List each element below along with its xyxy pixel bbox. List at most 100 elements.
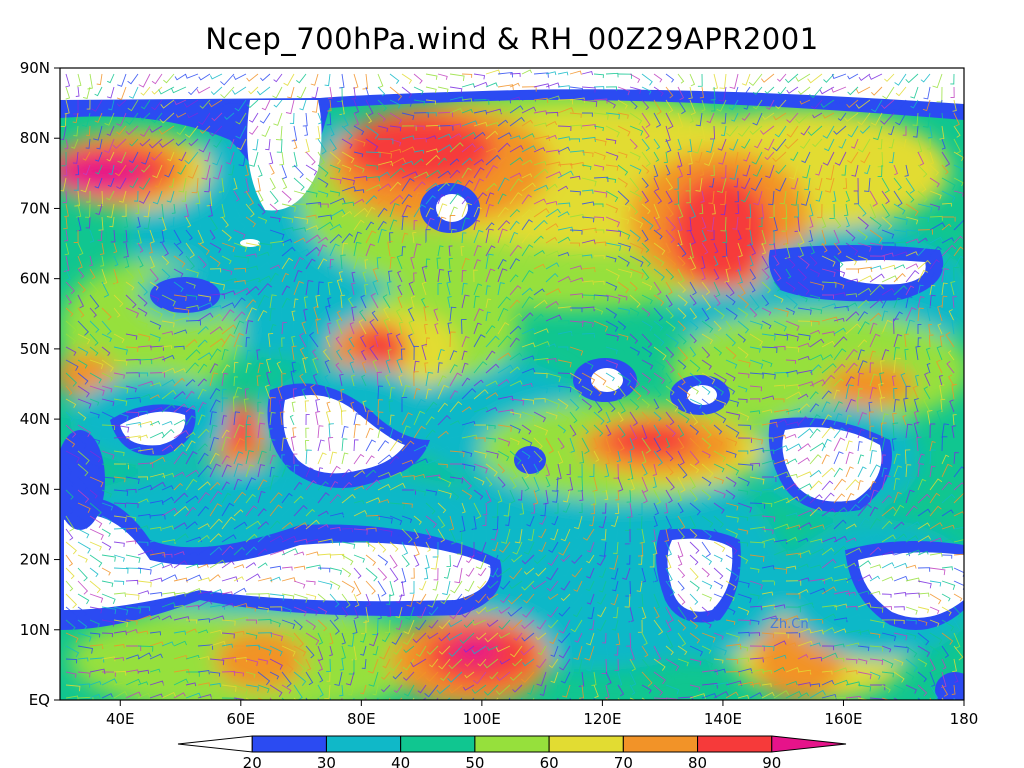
wind-barb [495,684,511,696]
wind-barb [695,151,703,163]
wind-barb [701,307,710,322]
wind-barb [209,533,222,543]
wind-barb [377,183,392,192]
wind-barb [257,261,271,270]
wind-barb [209,629,223,635]
wind-barb [149,668,161,673]
wind-barb [377,580,387,597]
wind-barb [952,658,957,673]
wind-barb [401,502,413,508]
wind-barb [485,350,496,361]
wind-barb [185,431,196,439]
wind-barb [305,632,320,646]
wind-barb [758,217,763,228]
wind-barb [305,496,316,504]
wind-barb [113,372,125,379]
wind-barb [109,216,115,228]
wind-barb [460,246,465,257]
wind-barb [893,216,908,225]
wind-barb [653,125,663,138]
wind-barb [389,455,400,465]
wind-barb [653,580,660,594]
wind-barb [293,565,306,570]
wind-barb [209,399,221,413]
wind-barb [233,656,248,662]
wind-barb [948,309,955,322]
wind-barb [713,281,721,298]
wind-barb [372,267,379,283]
wind-barb [677,515,686,530]
wind-barb [106,190,115,201]
wind-barb [539,515,547,525]
wind-barb [737,307,749,319]
wind-barb [77,528,90,539]
wind-barb [443,567,451,579]
wind-barb [521,437,533,447]
wind-barb [259,112,271,124]
wind-barb [785,294,798,309]
wind-barb [221,309,235,322]
wind-barb [377,193,392,205]
wind-barb [77,424,91,438]
wind-barb [941,606,952,616]
wind-barb [725,502,739,511]
wind-barb [401,204,412,218]
wind-barb [473,322,482,335]
wind-barb [324,374,331,387]
wind-barb [605,359,619,369]
wind-barb [425,445,436,452]
wind-barb [89,593,104,603]
wind-barb [904,151,909,163]
wind-barb [809,281,825,291]
wind-barb [905,296,913,309]
wind-barb [245,573,261,582]
wind-barb [609,554,619,570]
wind-barb [140,125,151,137]
wind-barb [929,619,940,627]
wind-barb [449,158,460,166]
wind-barb [449,420,460,426]
wind-barb [905,385,911,400]
wind-barb [536,671,547,687]
wind-barb [257,450,267,465]
wind-barb [881,520,893,530]
wind-barb [89,657,105,663]
wind-barb [665,112,674,130]
wind-barb [713,668,726,673]
wind-barb [113,657,125,661]
wind-barb [173,640,188,647]
wind-barb [802,164,811,179]
wind-barb [509,208,520,218]
wind-barb [65,372,78,387]
wind-barb [382,658,391,669]
wind-barb [209,281,226,291]
wind-barb [72,112,79,124]
wind-barb [735,203,740,215]
wind-barb [665,411,675,426]
wind-barb [905,549,921,556]
wind-barb [521,182,536,192]
wind-barb [209,481,221,491]
wind-barb [589,463,595,478]
wind-barb [845,384,854,400]
wind-barb [809,338,825,348]
wind-barb [905,229,920,236]
wind-barb [950,280,956,296]
wind-barb [653,138,661,150]
wind-barb [953,526,964,530]
wind-barb [448,658,463,670]
wind-barb [701,281,711,296]
wind-barb [629,99,638,110]
wind-barb [605,216,620,228]
wind-barb [425,258,431,270]
wind-barb [701,359,712,370]
wind-barb [638,554,643,565]
wind-barb [665,177,674,191]
wind-barb [173,255,186,268]
wind-barb [375,243,381,257]
wind-barb [89,424,102,432]
wind-barb [768,190,775,206]
wind-barb [137,281,148,296]
wind-barb [248,86,259,95]
wind-barb [641,177,649,188]
